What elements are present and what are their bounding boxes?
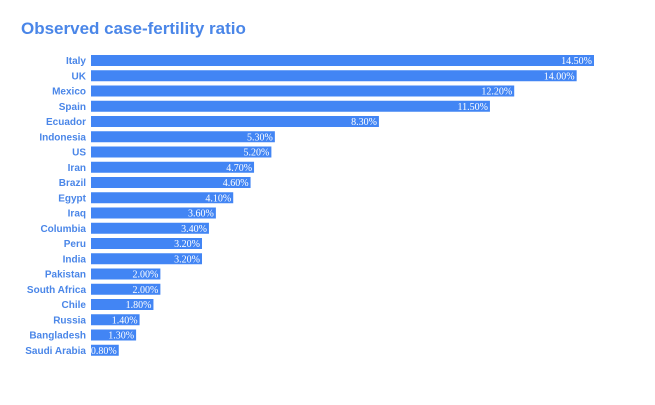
bar-mexico xyxy=(91,85,515,97)
category-label-ecuador: Ecuador xyxy=(46,117,86,128)
category-label-india: India xyxy=(63,254,87,265)
bar-russia xyxy=(91,314,140,326)
category-label-us: US xyxy=(72,148,86,159)
value-label-india: 3.20% xyxy=(174,254,200,265)
bar-bangladesh xyxy=(91,329,137,341)
bar-brazil xyxy=(91,177,251,188)
bar-pakistan xyxy=(91,268,161,280)
bar-saudi-arabia xyxy=(91,344,119,356)
category-label-mexico: Mexico xyxy=(52,87,86,98)
value-label-peru: 3.20% xyxy=(174,239,200,250)
bar-spain xyxy=(91,100,490,112)
category-label-south-africa: South Africa xyxy=(27,285,87,296)
value-label-egypt: 4.10% xyxy=(205,193,231,204)
bar-us xyxy=(91,146,272,158)
bar-egypt xyxy=(91,192,234,204)
value-label-italy: 14.50% xyxy=(561,56,592,67)
category-label-indonesia: Indonesia xyxy=(39,132,86,143)
bar-south-africa xyxy=(91,283,161,295)
bar-india xyxy=(91,253,203,265)
category-label-saudi-arabia: Saudi Arabia xyxy=(25,346,86,357)
chart-title: Observed case-fertility ratio xyxy=(21,19,246,38)
category-label-brazil: Brazil xyxy=(59,178,86,189)
value-label-south-africa: 2.00% xyxy=(133,285,159,296)
bar-iraq xyxy=(91,207,216,219)
category-label-chile: Chile xyxy=(62,300,87,311)
bar-uk xyxy=(91,70,577,82)
value-label-russia: 1.40% xyxy=(112,315,138,326)
bar-ecuador xyxy=(91,116,379,127)
category-label-iraq: Iraq xyxy=(68,209,86,220)
category-label-italy: Italy xyxy=(66,56,86,67)
value-label-mexico: 12.20% xyxy=(481,87,512,98)
value-label-iran: 4.70% xyxy=(226,163,252,174)
value-label-indonesia: 5.30% xyxy=(247,132,273,143)
category-label-columbia: Columbia xyxy=(40,224,86,235)
category-label-iran: Iran xyxy=(68,163,86,174)
value-label-chile: 1.80% xyxy=(126,300,152,311)
category-label-pakistan: Pakistan xyxy=(45,270,86,281)
value-label-saudi-arabia: 0.80% xyxy=(91,346,117,357)
value-label-spain: 11.50% xyxy=(457,102,487,113)
value-label-uk: 14.00% xyxy=(544,71,575,82)
category-label-russia: Russia xyxy=(53,315,86,326)
value-label-us: 5.20% xyxy=(244,148,270,159)
value-label-columbia: 3.40% xyxy=(181,224,207,235)
category-label-bangladesh: Bangladesh xyxy=(29,331,86,342)
bar-indonesia xyxy=(91,131,275,143)
category-label-uk: UK xyxy=(72,71,87,82)
category-label-spain: Spain xyxy=(59,102,86,113)
category-label-peru: Peru xyxy=(64,239,86,250)
value-label-ecuador: 8.30% xyxy=(351,117,377,128)
category-label-egypt: Egypt xyxy=(58,193,86,204)
bar-chile xyxy=(91,299,154,310)
value-label-pakistan: 2.00% xyxy=(133,270,159,281)
value-label-iraq: 3.60% xyxy=(188,209,214,220)
bar-peru xyxy=(91,238,203,249)
bar-italy xyxy=(91,55,594,66)
bar-columbia xyxy=(91,222,209,234)
value-label-brazil: 4.60% xyxy=(223,178,249,189)
bar-iran xyxy=(91,161,255,173)
value-label-bangladesh: 1.30% xyxy=(108,331,134,342)
